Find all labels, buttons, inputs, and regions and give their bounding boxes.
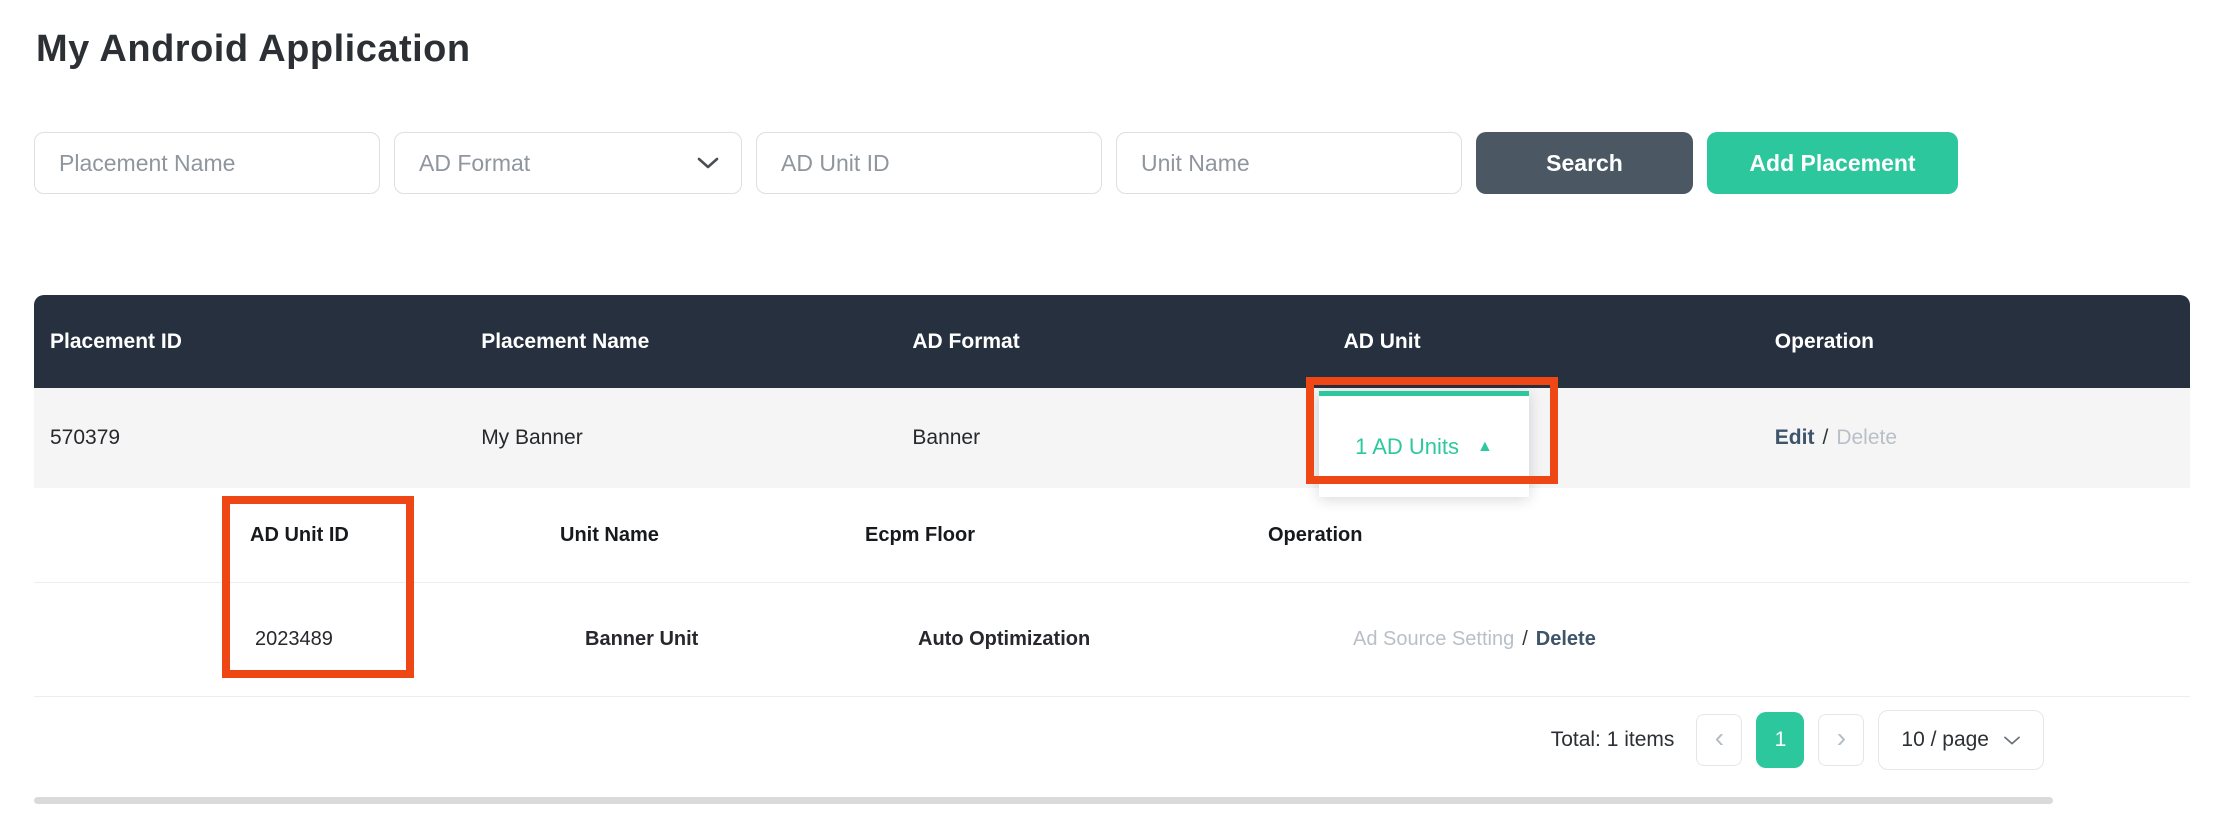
- placements-table: Placement ID Placement Name AD Format AD…: [34, 295, 2190, 804]
- next-page-button[interactable]: ›: [1818, 714, 1865, 766]
- placement-id-value: 570379: [50, 426, 121, 449]
- page-size-label: 10 / page: [1901, 728, 1989, 751]
- search-button[interactable]: Search: [1476, 132, 1693, 194]
- column-header-ad-unit: AD Unit: [1343, 329, 1421, 353]
- ad-units-toggle[interactable]: 1 AD Units ▲: [1319, 391, 1529, 497]
- triangle-up-icon: ▲: [1477, 437, 1493, 455]
- current-page-button[interactable]: 1: [1756, 712, 1805, 768]
- subtable-row: 2023489 Banner Unit Auto Optimization Ad…: [34, 583, 2190, 696]
- ecpm-floor-value: Auto Optimization: [918, 628, 1091, 650]
- pagination: Total: 1 items ‹ 1 › 10 / page: [34, 709, 2190, 771]
- ad-unit-id-input[interactable]: [756, 132, 1102, 194]
- chevron-down-icon: [697, 157, 719, 169]
- add-placement-button[interactable]: Add Placement: [1707, 132, 1958, 194]
- operation-separator: /: [1822, 426, 1829, 449]
- operation-cell: Edit / Delete: [1759, 426, 2190, 450]
- subtable-divider-top: [34, 582, 2190, 583]
- subcolumn-header-unit-name: Unit Name: [560, 523, 659, 546]
- ad-format-value: Banner: [912, 426, 981, 449]
- column-header-placement-name: Placement Name: [481, 329, 650, 353]
- subtable-operation-separator: /: [1522, 628, 1528, 650]
- subtable-delete-link[interactable]: Delete: [1535, 628, 1596, 650]
- pagination-total: Total: 1 items: [1550, 728, 1675, 751]
- ad-format-select-label: AD Format: [419, 149, 531, 176]
- column-header-placement-id: Placement ID: [50, 329, 182, 353]
- subcolumn-header-ecpm-floor: Ecpm Floor: [865, 523, 976, 546]
- chevron-down-icon: [2004, 735, 2020, 745]
- subtable-divider-bottom: [34, 696, 2190, 697]
- edit-link[interactable]: Edit: [1774, 426, 1815, 449]
- ad-unit-id-value: 2023489: [255, 628, 333, 650]
- placement-row: 570379 My Banner Banner Edit / Delete 1 AD…: [34, 388, 2190, 497]
- table-header-row: Placement ID Placement Name AD Format AD…: [34, 295, 2190, 388]
- ad-format-select[interactable]: AD Format: [394, 132, 742, 194]
- subtable-operation-cell: Ad Source Setting / Delete: [1268, 628, 2190, 651]
- filter-bar: AD Format Search Add Placement: [34, 132, 1958, 194]
- unit-name-value: Banner Unit: [585, 628, 699, 650]
- subtable-header-row: AD Unit ID Unit Name Ecpm Floor Operatio…: [34, 488, 2190, 582]
- placement-name-input[interactable]: [34, 132, 380, 194]
- page-title: My Android Application: [36, 28, 471, 70]
- horizontal-scrollbar[interactable]: [34, 797, 2053, 804]
- subcolumn-header-ad-unit-id: AD Unit ID: [250, 523, 349, 546]
- page-size-select[interactable]: 10 / page: [1878, 710, 2044, 770]
- ad-source-setting-link[interactable]: Ad Source Setting: [1353, 628, 1515, 650]
- ad-units-subtable: AD Unit ID Unit Name Ecpm Floor Operatio…: [34, 488, 2190, 697]
- chevron-left-icon: ‹: [1714, 722, 1725, 753]
- delete-link[interactable]: Delete: [1836, 426, 1898, 449]
- unit-name-input[interactable]: [1116, 132, 1462, 194]
- chevron-right-icon: ›: [1836, 722, 1847, 753]
- column-header-ad-format: AD Format: [912, 329, 1020, 353]
- column-header-operation: Operation: [1774, 329, 1874, 353]
- placement-name-value: My Banner: [481, 426, 583, 449]
- ad-units-toggle-label: 1 AD Units: [1355, 433, 1460, 459]
- prev-page-button[interactable]: ‹: [1696, 714, 1743, 766]
- subcolumn-header-operation: Operation: [1268, 523, 1363, 546]
